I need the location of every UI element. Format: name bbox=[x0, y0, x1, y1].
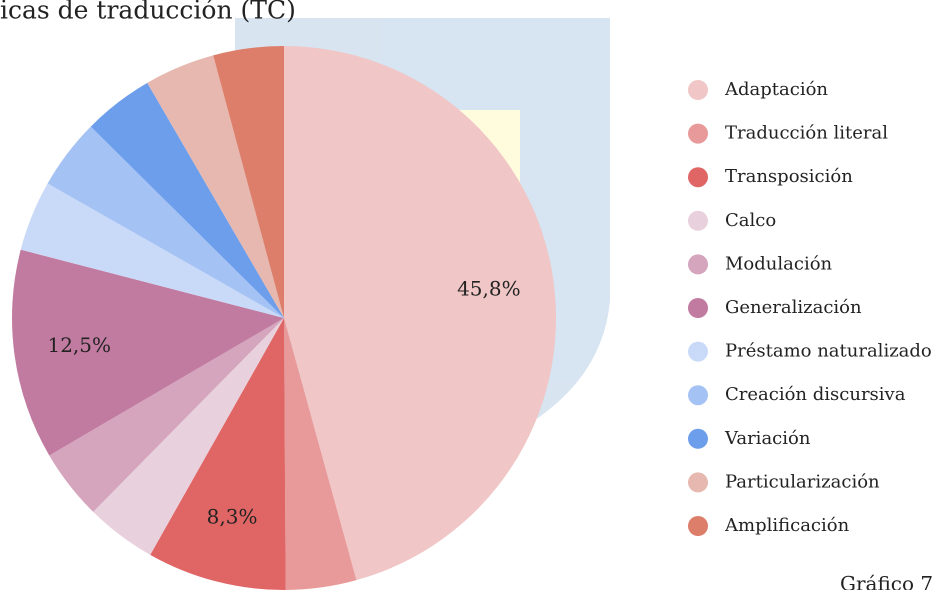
legend-label: Calco bbox=[725, 210, 776, 231]
pie-slice bbox=[12, 249, 285, 456]
legend-label: Particularización bbox=[725, 471, 880, 492]
legend-label: Modulación bbox=[725, 253, 833, 274]
data-label: 45,8% bbox=[457, 277, 521, 301]
legend-swatch bbox=[688, 167, 708, 188]
data-label: 8,3% bbox=[207, 505, 258, 529]
pie-slice bbox=[20, 183, 284, 318]
legend-label: Generalización bbox=[725, 297, 862, 318]
pie-slice bbox=[284, 318, 357, 590]
pie-slice bbox=[49, 318, 284, 512]
legend-label: Préstamo naturalizado bbox=[725, 341, 932, 362]
pie-slice bbox=[213, 46, 284, 318]
pie-slice bbox=[90, 82, 284, 318]
caption: Gráfico 7 bbox=[840, 572, 933, 590]
pie-slice bbox=[150, 318, 286, 590]
legend-label: Traducción literal bbox=[725, 123, 888, 144]
chart-title: icas de traducción (TC) bbox=[0, 0, 296, 25]
legend-swatch bbox=[688, 80, 708, 100]
pie-slice bbox=[284, 46, 556, 581]
legend-swatch bbox=[688, 516, 708, 536]
legend-swatch bbox=[688, 428, 708, 449]
legend-swatch bbox=[688, 472, 708, 493]
pie-slice bbox=[93, 318, 284, 555]
legend-swatch bbox=[688, 123, 708, 144]
pie-slice bbox=[47, 126, 284, 319]
legend-label: Variación bbox=[724, 428, 811, 449]
legend-swatch bbox=[688, 298, 708, 318]
legend-label: Transposición bbox=[725, 166, 853, 187]
pie-slice bbox=[147, 55, 284, 319]
legend-label: Adaptación bbox=[724, 79, 828, 100]
legend-label: Creación discursiva bbox=[725, 384, 906, 405]
legend-swatch bbox=[688, 254, 708, 275]
legend-swatch bbox=[688, 210, 708, 231]
legend-swatch bbox=[688, 341, 708, 362]
legend-label: Amplificación bbox=[724, 515, 850, 536]
legend-swatch bbox=[688, 385, 708, 406]
data-label: 12,5% bbox=[47, 333, 111, 357]
